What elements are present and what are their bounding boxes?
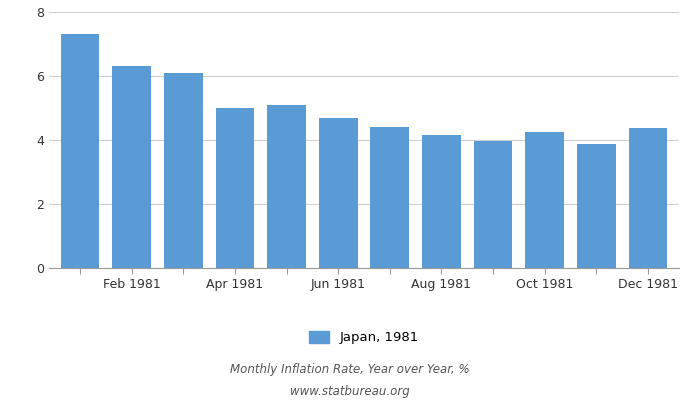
Bar <box>422 135 461 268</box>
Legend: Japan, 1981: Japan, 1981 <box>309 331 419 344</box>
Bar <box>61 34 99 268</box>
Bar <box>164 73 202 268</box>
Bar <box>112 66 151 268</box>
Bar <box>267 105 306 268</box>
Bar <box>216 108 254 268</box>
Bar <box>629 128 667 268</box>
Bar <box>318 118 358 268</box>
Bar <box>370 127 410 268</box>
Text: www.statbureau.org: www.statbureau.org <box>290 386 410 398</box>
Bar <box>526 132 564 268</box>
Bar <box>474 141 512 268</box>
Bar <box>577 144 616 268</box>
Text: Monthly Inflation Rate, Year over Year, %: Monthly Inflation Rate, Year over Year, … <box>230 364 470 376</box>
